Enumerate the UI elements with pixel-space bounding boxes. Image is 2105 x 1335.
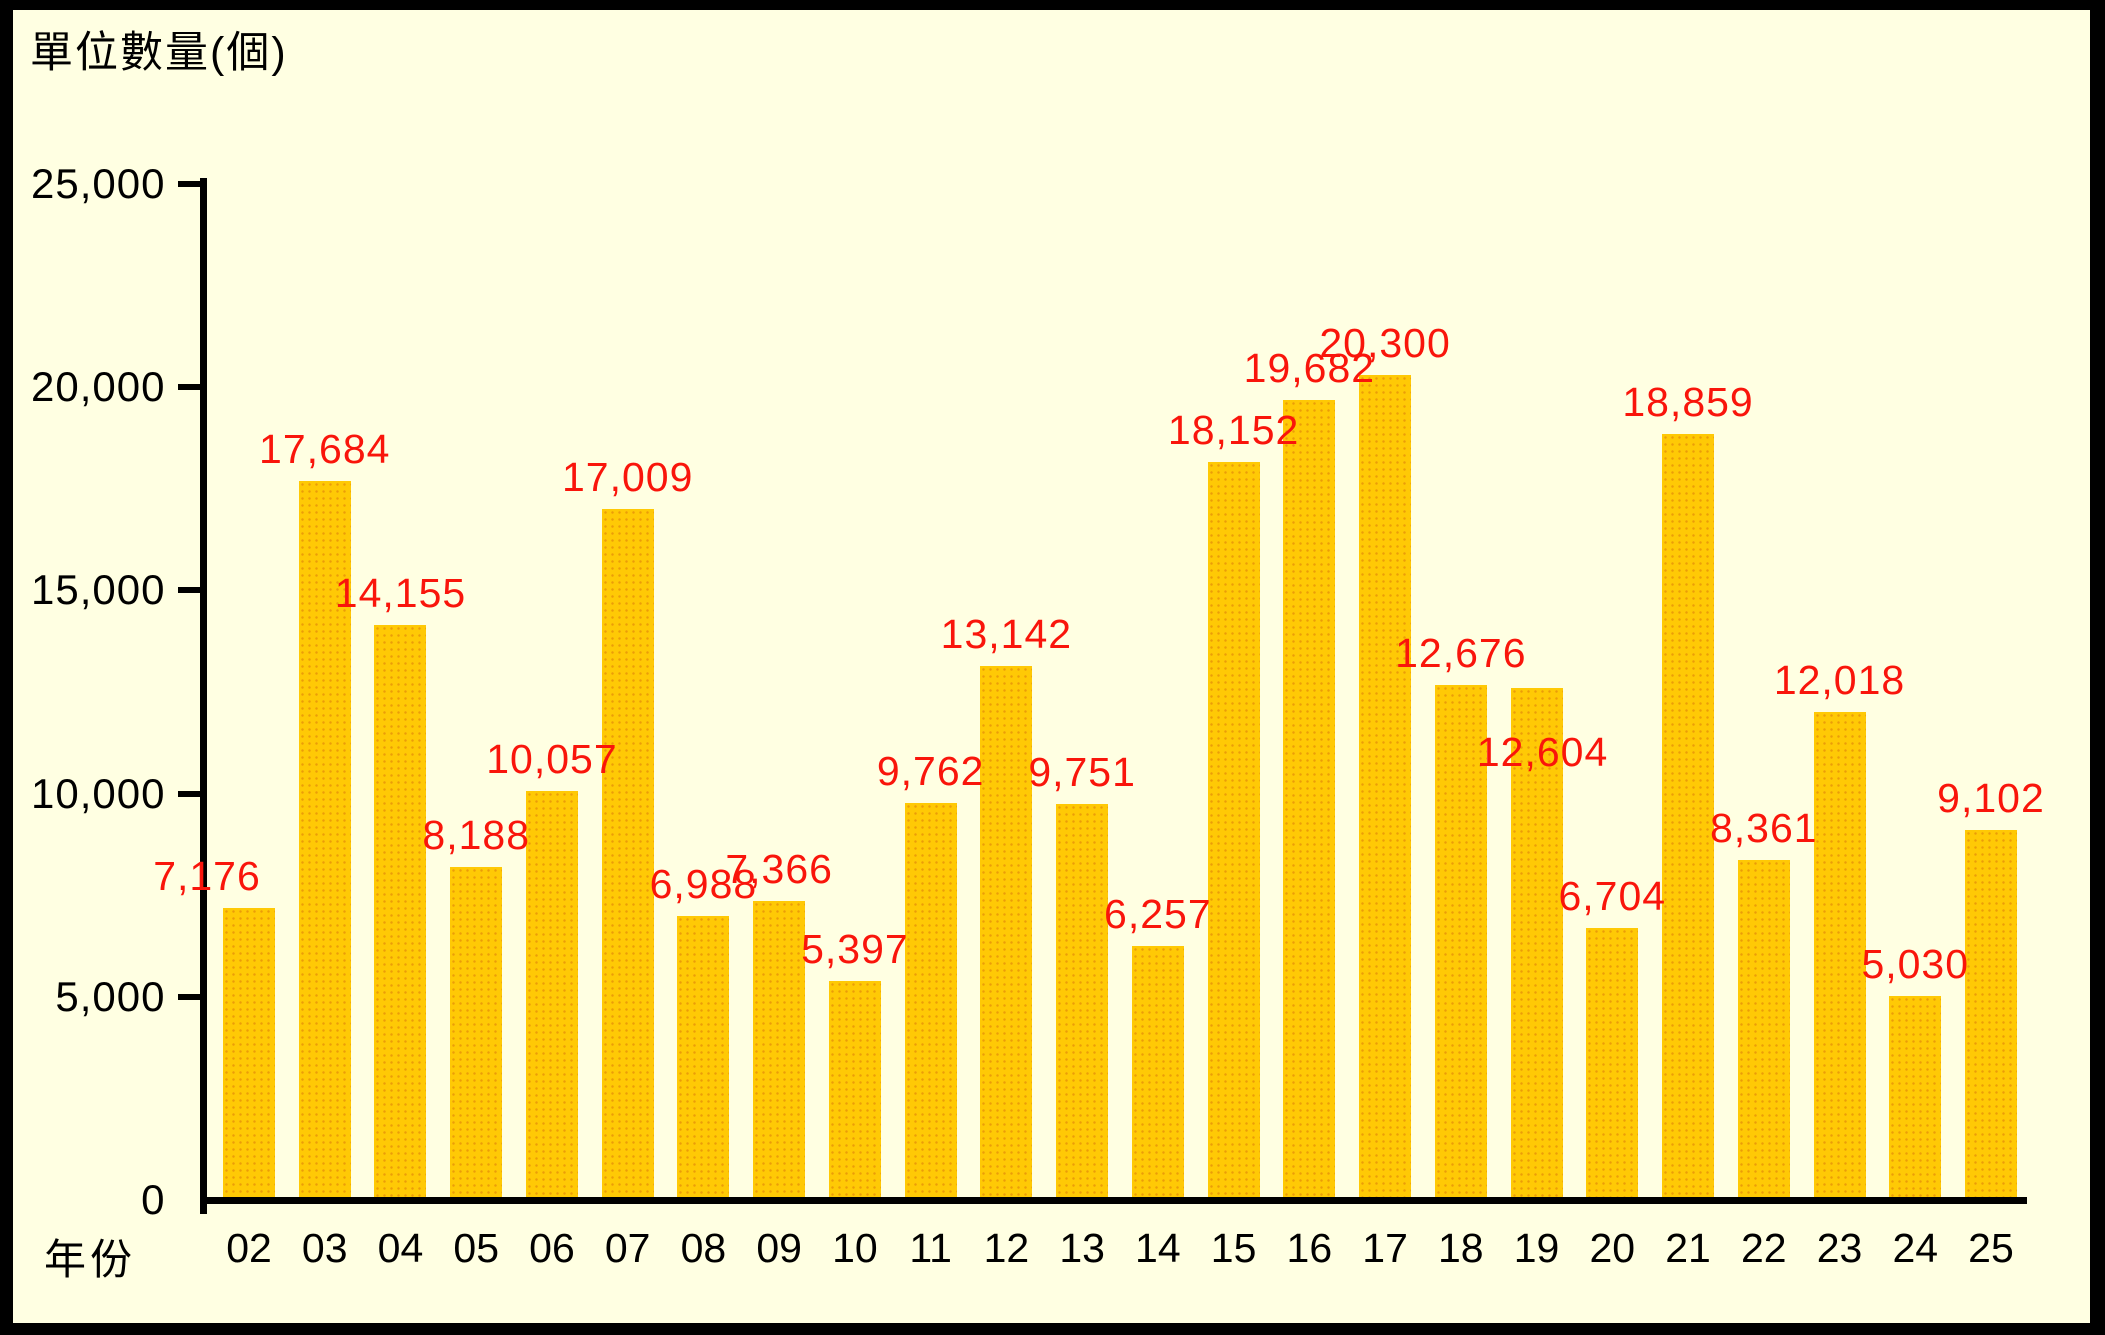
bar-17 <box>1359 375 1412 1200</box>
value-label-08: 6,988 <box>649 861 758 907</box>
x-tick-label-20: 20 <box>1589 1225 1636 1271</box>
bar-07 <box>601 509 654 1200</box>
bar-06 <box>525 791 578 1200</box>
value-label-18: 12,676 <box>1395 630 1527 676</box>
x-tick-label-17: 17 <box>1362 1225 1408 1271</box>
y-tick-label-5,000: 5,000 <box>55 973 166 1020</box>
x-tick-label-12: 12 <box>983 1225 1030 1271</box>
y-tick-5,000 <box>177 994 204 1000</box>
x-tick-label-04: 04 <box>377 1225 424 1271</box>
value-label-25: 9,102 <box>1937 775 2045 821</box>
value-label-11: 9,762 <box>876 748 985 794</box>
bar-02 <box>223 908 275 1200</box>
value-label-12: 13,142 <box>940 611 1073 657</box>
bar-23 <box>1813 712 1866 1200</box>
value-label-24: 5,030 <box>1861 941 1970 987</box>
value-label-17: 20,300 <box>1319 320 1451 366</box>
y-axis-title: 單位數量(個) <box>30 29 288 77</box>
x-tick-label-19: 19 <box>1513 1225 1560 1271</box>
bar-11 <box>904 803 957 1200</box>
x-tick-label-16: 16 <box>1286 1225 1333 1271</box>
bar-08 <box>677 916 730 1200</box>
value-label-05: 8,188 <box>422 812 530 858</box>
value-label-21: 18,859 <box>1622 379 1754 425</box>
y-tick-10,000 <box>177 791 204 797</box>
bar-24 <box>1889 996 1942 1200</box>
x-axis-title: 年份 <box>44 1236 137 1283</box>
x-tick-label-10: 10 <box>832 1225 878 1271</box>
bar-14 <box>1131 946 1184 1200</box>
y-tick-label-20,000: 20,000 <box>31 363 166 410</box>
x-tick-label-22: 22 <box>1740 1225 1787 1271</box>
bar-20 <box>1586 928 1639 1200</box>
x-tick-label-08: 08 <box>680 1225 727 1271</box>
value-label-10: 5,397 <box>801 926 909 972</box>
value-label-09: 7,366 <box>725 846 833 892</box>
bar-05 <box>450 867 503 1200</box>
x-tick-label-02: 02 <box>226 1225 272 1271</box>
value-label-19: 12,604 <box>1476 729 1609 775</box>
x-tick-label-21: 21 <box>1665 1225 1711 1271</box>
bar-18 <box>1434 685 1487 1200</box>
x-tick-label-09: 09 <box>756 1225 802 1271</box>
x-tick-label-14: 14 <box>1135 1225 1181 1271</box>
bar-15 <box>1207 462 1260 1200</box>
y-tick-label-25,000: 25,000 <box>31 160 166 207</box>
x-tick-label-23: 23 <box>1816 1225 1863 1271</box>
y-axis-line <box>200 178 207 1214</box>
bar-09 <box>753 901 806 1200</box>
y-tick-label-10,000: 10,000 <box>31 770 166 817</box>
x-tick-label-03: 03 <box>301 1225 348 1271</box>
x-tick-label-25: 25 <box>1968 1225 2014 1271</box>
bar-10 <box>828 981 881 1200</box>
value-label-14: 6,257 <box>1104 891 1212 937</box>
value-label-20: 6,704 <box>1558 873 1667 919</box>
bar-03 <box>298 481 351 1200</box>
x-tick-label-15: 15 <box>1210 1225 1257 1271</box>
x-tick-label-07: 07 <box>604 1225 651 1271</box>
value-label-06: 10,057 <box>486 736 618 782</box>
value-label-02: 7,176 <box>153 853 261 899</box>
x-tick-label-18: 18 <box>1438 1225 1484 1271</box>
x-tick-label-11: 11 <box>909 1225 952 1271</box>
bar-13 <box>1056 804 1109 1200</box>
y-tick-15,000 <box>177 587 204 593</box>
x-tick-label-05: 05 <box>453 1225 499 1271</box>
bar-19 <box>1510 688 1563 1200</box>
value-label-04: 14,155 <box>334 570 467 616</box>
bar-04 <box>374 625 427 1200</box>
value-label-23: 12,018 <box>1773 657 1906 703</box>
value-label-15: 18,152 <box>1167 407 1300 453</box>
y-tick-label-15,000: 15,000 <box>31 566 166 613</box>
y-tick-25,000 <box>177 181 204 187</box>
bar-12 <box>980 666 1033 1200</box>
value-label-22: 8,361 <box>1709 805 1818 851</box>
bar-25 <box>1964 830 2017 1200</box>
bar-16 <box>1283 400 1336 1200</box>
x-tick-label-13: 13 <box>1059 1225 1105 1271</box>
x-tick-label-06: 06 <box>529 1225 575 1271</box>
bar-21 <box>1662 434 1715 1200</box>
value-label-16: 19,682 <box>1243 345 1376 391</box>
value-label-07: 17,009 <box>561 454 694 500</box>
y-tick-label-0: 0 <box>141 1176 166 1223</box>
x-axis-line <box>200 1197 2027 1204</box>
x-tick-label-24: 24 <box>1892 1225 1939 1271</box>
value-label-13: 9,751 <box>1028 749 1136 795</box>
value-label-03: 17,684 <box>259 426 391 472</box>
y-tick-20,000 <box>177 384 204 390</box>
bar-22 <box>1737 860 1790 1200</box>
